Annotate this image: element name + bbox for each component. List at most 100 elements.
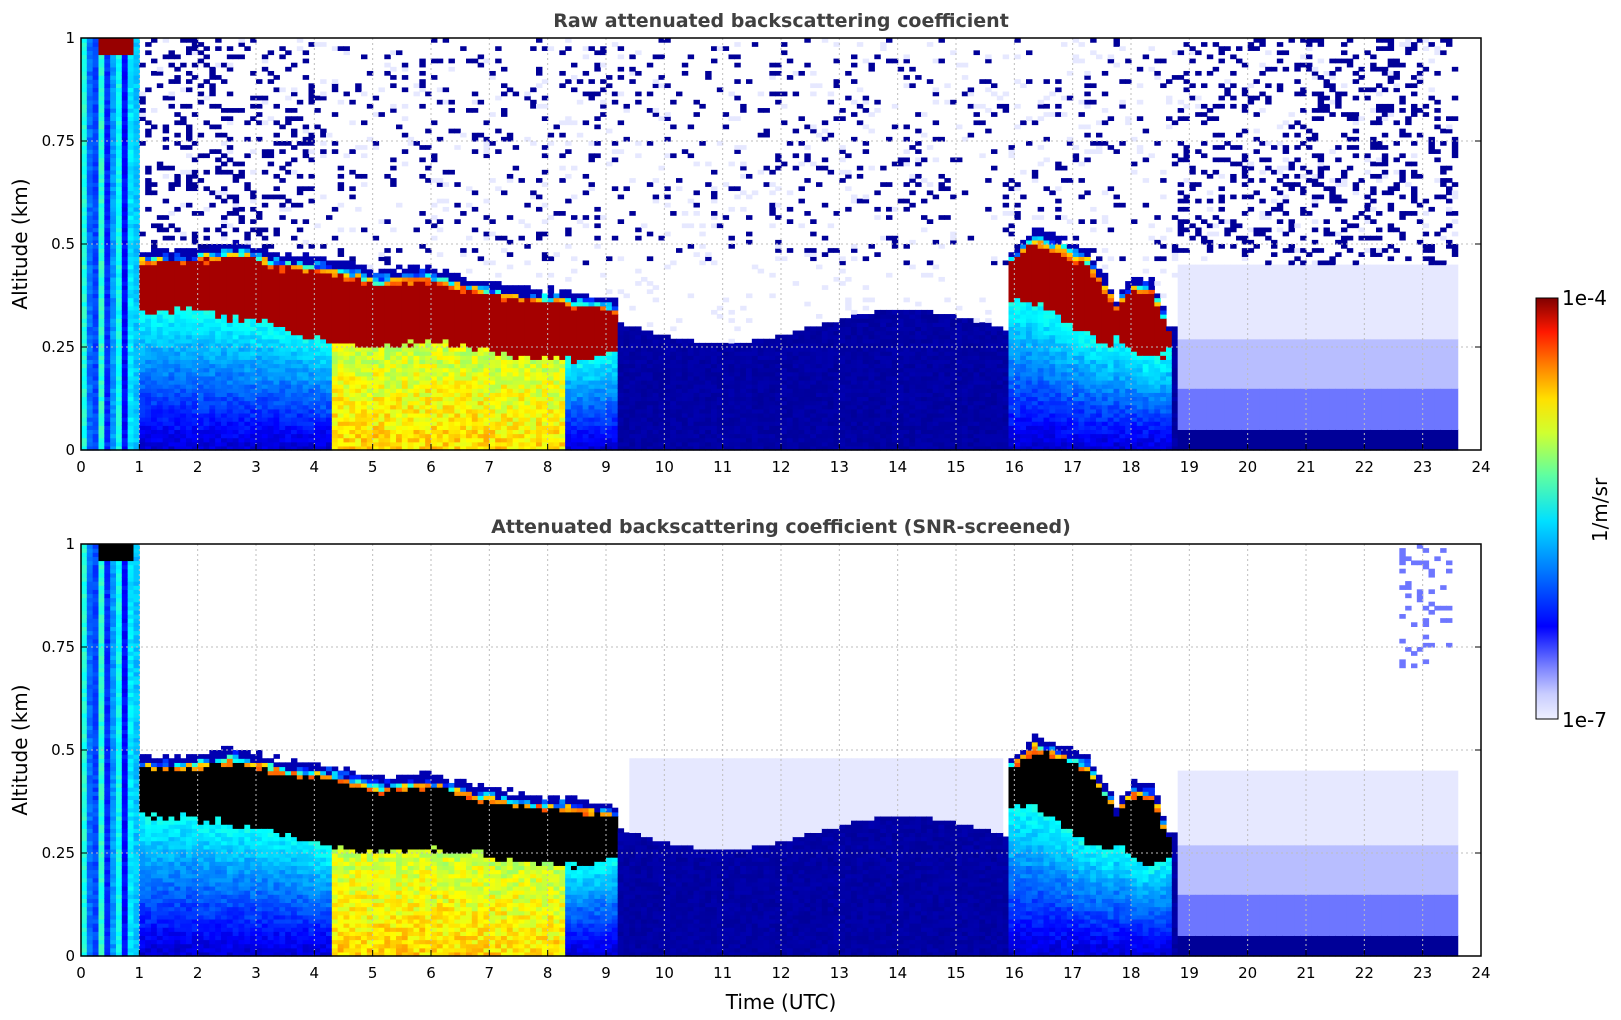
heatmap-cell xyxy=(460,285,467,290)
heatmap-cell xyxy=(238,347,245,352)
heatmap-cell xyxy=(302,371,310,377)
heatmap-cell xyxy=(326,375,333,381)
heatmap-cell xyxy=(92,355,100,360)
heatmap-cell xyxy=(232,202,240,208)
heatmap-cell xyxy=(576,99,584,105)
heatmap-cell xyxy=(687,404,695,414)
heatmap-cell xyxy=(133,375,140,381)
heatmap-cell xyxy=(378,412,385,418)
heatmap-cell xyxy=(244,120,251,126)
heatmap-cell xyxy=(162,437,170,443)
heatmap-cell xyxy=(466,58,473,64)
heatmap-cell xyxy=(186,309,193,315)
heatmap-cell xyxy=(197,404,205,410)
heatmap-cell xyxy=(396,367,403,373)
heatmap-cell xyxy=(256,136,263,142)
heatmap-cell xyxy=(121,334,129,340)
heatmap-cell xyxy=(180,375,187,381)
heatmap-cell xyxy=(687,445,695,451)
heatmap-cell xyxy=(501,136,508,142)
heatmap-cell xyxy=(466,388,473,393)
heatmap-cell xyxy=(86,173,94,179)
heatmap-cell xyxy=(256,260,263,323)
heatmap-cell xyxy=(471,108,479,113)
heatmap-cell xyxy=(92,305,100,311)
heatmap-cell xyxy=(191,141,199,146)
heatmap-cell xyxy=(553,421,560,426)
heatmap-cell xyxy=(226,145,234,150)
heatmap-cell xyxy=(454,433,461,439)
heatmap-cell xyxy=(652,429,660,435)
heatmap-cell xyxy=(261,149,269,159)
heatmap-cell xyxy=(81,182,88,187)
heatmap-cell xyxy=(658,404,665,410)
heatmap-cell xyxy=(495,281,502,290)
heatmap-cell xyxy=(641,412,648,418)
heatmap-cell xyxy=(256,425,263,430)
heatmap-cell xyxy=(151,437,158,443)
heatmap-cell xyxy=(331,408,339,414)
heatmap-cell xyxy=(186,404,193,410)
heatmap-cell xyxy=(98,289,105,295)
heatmap-cell xyxy=(273,87,280,93)
heatmap-cell xyxy=(174,75,181,84)
heatmap-cell xyxy=(366,367,374,373)
heatmap-cell xyxy=(174,260,181,307)
heatmap-cell xyxy=(98,83,105,89)
heatmap-cell xyxy=(121,301,129,307)
heatmap-cell xyxy=(740,400,747,406)
heatmap-cell xyxy=(366,351,374,356)
heatmap-cell xyxy=(506,87,514,93)
heatmap-cell xyxy=(337,342,345,348)
heatmap-cell xyxy=(314,272,321,336)
heatmap-cell xyxy=(401,404,409,410)
heatmap-cell xyxy=(384,62,391,68)
heatmap-cell xyxy=(431,437,438,443)
heatmap-cell xyxy=(553,425,560,430)
heatmap-cell xyxy=(221,161,228,167)
heatmap-cell xyxy=(343,347,350,352)
heatmap-cell xyxy=(133,42,140,47)
heatmap-cell xyxy=(518,371,525,377)
heatmap-cell xyxy=(273,334,280,340)
heatmap-cell xyxy=(302,375,310,381)
heatmap-cell xyxy=(308,445,315,451)
heatmap-cell xyxy=(209,363,216,369)
heatmap-cell xyxy=(256,400,263,406)
heatmap-cell xyxy=(681,149,689,154)
heatmap-cell xyxy=(98,404,105,410)
heatmap-cell xyxy=(407,441,415,447)
heatmap-cell xyxy=(576,305,584,360)
heatmap-cell xyxy=(495,149,502,154)
heatmap-cell xyxy=(145,252,152,257)
heatmap-cell xyxy=(139,260,146,266)
heatmap-cell xyxy=(261,367,269,377)
heatmap-cell xyxy=(361,227,368,233)
heatmap-cell xyxy=(477,396,485,402)
heatmap-cell xyxy=(174,338,181,344)
heatmap-cell xyxy=(565,244,572,249)
heatmap-cell xyxy=(652,408,660,414)
heatmap-cell xyxy=(326,268,333,274)
heatmap-cell xyxy=(121,153,129,159)
heatmap-cell xyxy=(681,347,689,352)
heatmap-cell xyxy=(419,359,426,365)
heatmap-cell xyxy=(98,194,105,200)
heatmap-cell xyxy=(326,404,333,410)
heatmap-cell xyxy=(466,355,473,360)
heatmap-cell xyxy=(168,367,175,373)
heatmap-cell xyxy=(180,379,187,385)
heatmap-cell xyxy=(390,408,397,414)
heatmap-cell xyxy=(611,392,619,398)
heatmap-cell xyxy=(121,108,129,113)
heatmap-cell xyxy=(81,384,88,389)
heatmap-cell xyxy=(757,437,765,443)
heatmap-cell xyxy=(168,342,175,348)
heatmap-cell xyxy=(86,276,94,282)
heatmap-cell xyxy=(133,338,140,344)
heatmap-cell xyxy=(652,437,660,443)
heatmap-cell xyxy=(594,433,601,439)
heatmap-cell xyxy=(121,384,129,389)
heatmap-cell xyxy=(588,375,595,381)
heatmap-cell xyxy=(401,281,409,344)
